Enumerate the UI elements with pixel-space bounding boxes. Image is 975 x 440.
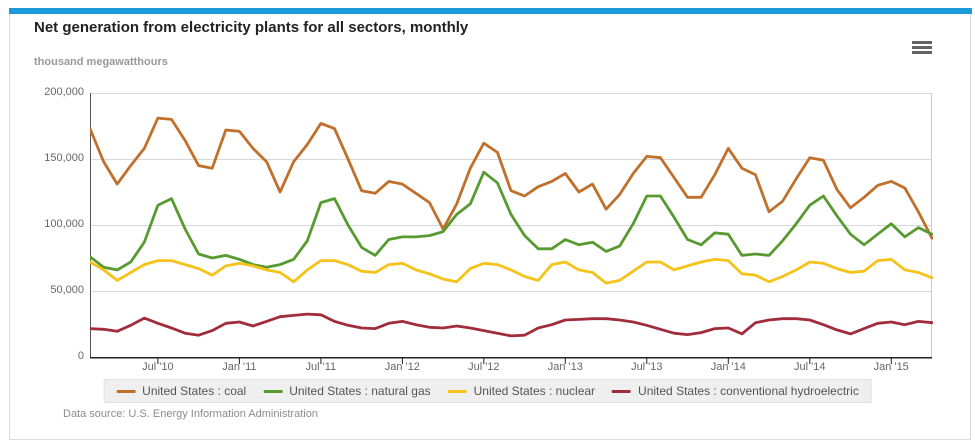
x-tick-label: Jan '12 (384, 361, 420, 373)
x-tick-label: Jul '13 (631, 361, 663, 373)
x-tick-label: Jan '14 (710, 361, 746, 373)
coal-series-swatch (116, 389, 136, 393)
legend-item-natural-gas[interactable]: United States : natural gas (263, 384, 431, 398)
hydroelectric-series-swatch (612, 389, 632, 393)
natural-gas-series-swatch (263, 389, 283, 393)
y-tick-label: 200,000 (44, 86, 84, 98)
line-chart-plot-area[interactable] (90, 93, 933, 366)
y-tick-label: 50,000 (50, 284, 84, 296)
chart-legend: United States : coal United States : nat… (103, 379, 872, 403)
x-tick-label: Jan '13 (547, 361, 583, 373)
x-tick-label: Jan '11 (222, 361, 257, 373)
hamburger-menu-icon (912, 40, 934, 54)
nuclear-series-swatch (447, 389, 467, 393)
x-tick-label: Jan '15 (873, 361, 909, 373)
x-tick-label: Jul '12 (468, 361, 500, 373)
legend-label: United States : coal (142, 384, 247, 398)
legend-item-hydroelectric[interactable]: United States : conventional hydroelectr… (612, 384, 859, 398)
x-tick-label: Jul '14 (794, 361, 826, 373)
y-tick-label: 150,000 (44, 152, 84, 164)
y-tick-label: 0 (77, 350, 84, 362)
y-tick-label: 100,000 (44, 218, 84, 230)
page-title: Net generation from electricity plants f… (34, 19, 469, 36)
accent-top-bar (9, 8, 972, 14)
legend-item-nuclear[interactable]: United States : nuclear (447, 384, 596, 398)
legend-item-coal[interactable]: United States : coal (116, 384, 246, 398)
y-axis-unit-label: thousand megawatthours (34, 56, 168, 68)
legend-label: United States : nuclear (473, 384, 596, 398)
legend-label: United States : conventional hydroelectr… (638, 384, 859, 398)
x-tick-label: Jul '11 (305, 361, 337, 373)
x-tick-label: Jul '10 (142, 361, 174, 373)
data-source-note: Data source: U.S. Energy Information Adm… (63, 408, 318, 420)
legend-label: United States : natural gas (289, 384, 431, 398)
chart-menu-button[interactable] (910, 38, 936, 58)
